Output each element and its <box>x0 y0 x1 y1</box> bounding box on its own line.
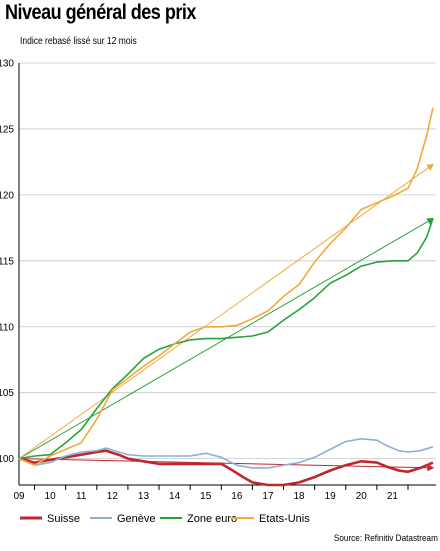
series-line-zone-euro <box>18 218 434 460</box>
x-tick-label: 19 <box>325 491 337 502</box>
y-tick-label: 110 <box>0 322 14 333</box>
x-tick-label: 17 <box>262 491 274 502</box>
trendline-suisse <box>18 458 435 472</box>
y-tick-label: 125 <box>0 124 14 135</box>
series-line-suisse <box>18 449 434 487</box>
chart-title: Niveau général des prix <box>5 1 196 24</box>
series-line-gen-ve <box>18 438 434 469</box>
x-tick-label: 21 <box>387 491 399 502</box>
trendline-etats-unis <box>18 163 435 460</box>
x-tick-label: 12 <box>107 491 119 502</box>
y-tick-label: 100 <box>0 454 14 465</box>
x-tick-label: 13 <box>138 491 150 502</box>
legend-label: Zone euro <box>187 513 237 525</box>
x-tick-label: 10 <box>45 491 57 502</box>
x-tick-label: 11 <box>76 491 87 502</box>
legend-label: Etats-Unis <box>259 513 310 525</box>
x-tick-label: 09 <box>13 491 25 502</box>
x-tick-label: 20 <box>356 491 368 502</box>
series-line-etats-unis <box>18 107 434 466</box>
x-tick-label: 14 <box>169 491 181 502</box>
y-tick-label: 120 <box>0 190 14 201</box>
y-tick-label: 105 <box>0 388 14 399</box>
chart-subtitle: Indice rebasé lissé sur 12 mois <box>20 36 137 47</box>
y-tick-label: 130 <box>0 59 14 70</box>
source-note: Source: Refinitiv Datastream <box>334 533 438 544</box>
x-tick-label: 18 <box>294 491 306 502</box>
x-tick-label: 15 <box>200 491 212 502</box>
legend-label: Genève <box>117 513 156 525</box>
legend-label: Suisse <box>47 513 80 525</box>
y-tick-label: 115 <box>0 256 14 267</box>
x-tick-label: 16 <box>231 491 243 502</box>
